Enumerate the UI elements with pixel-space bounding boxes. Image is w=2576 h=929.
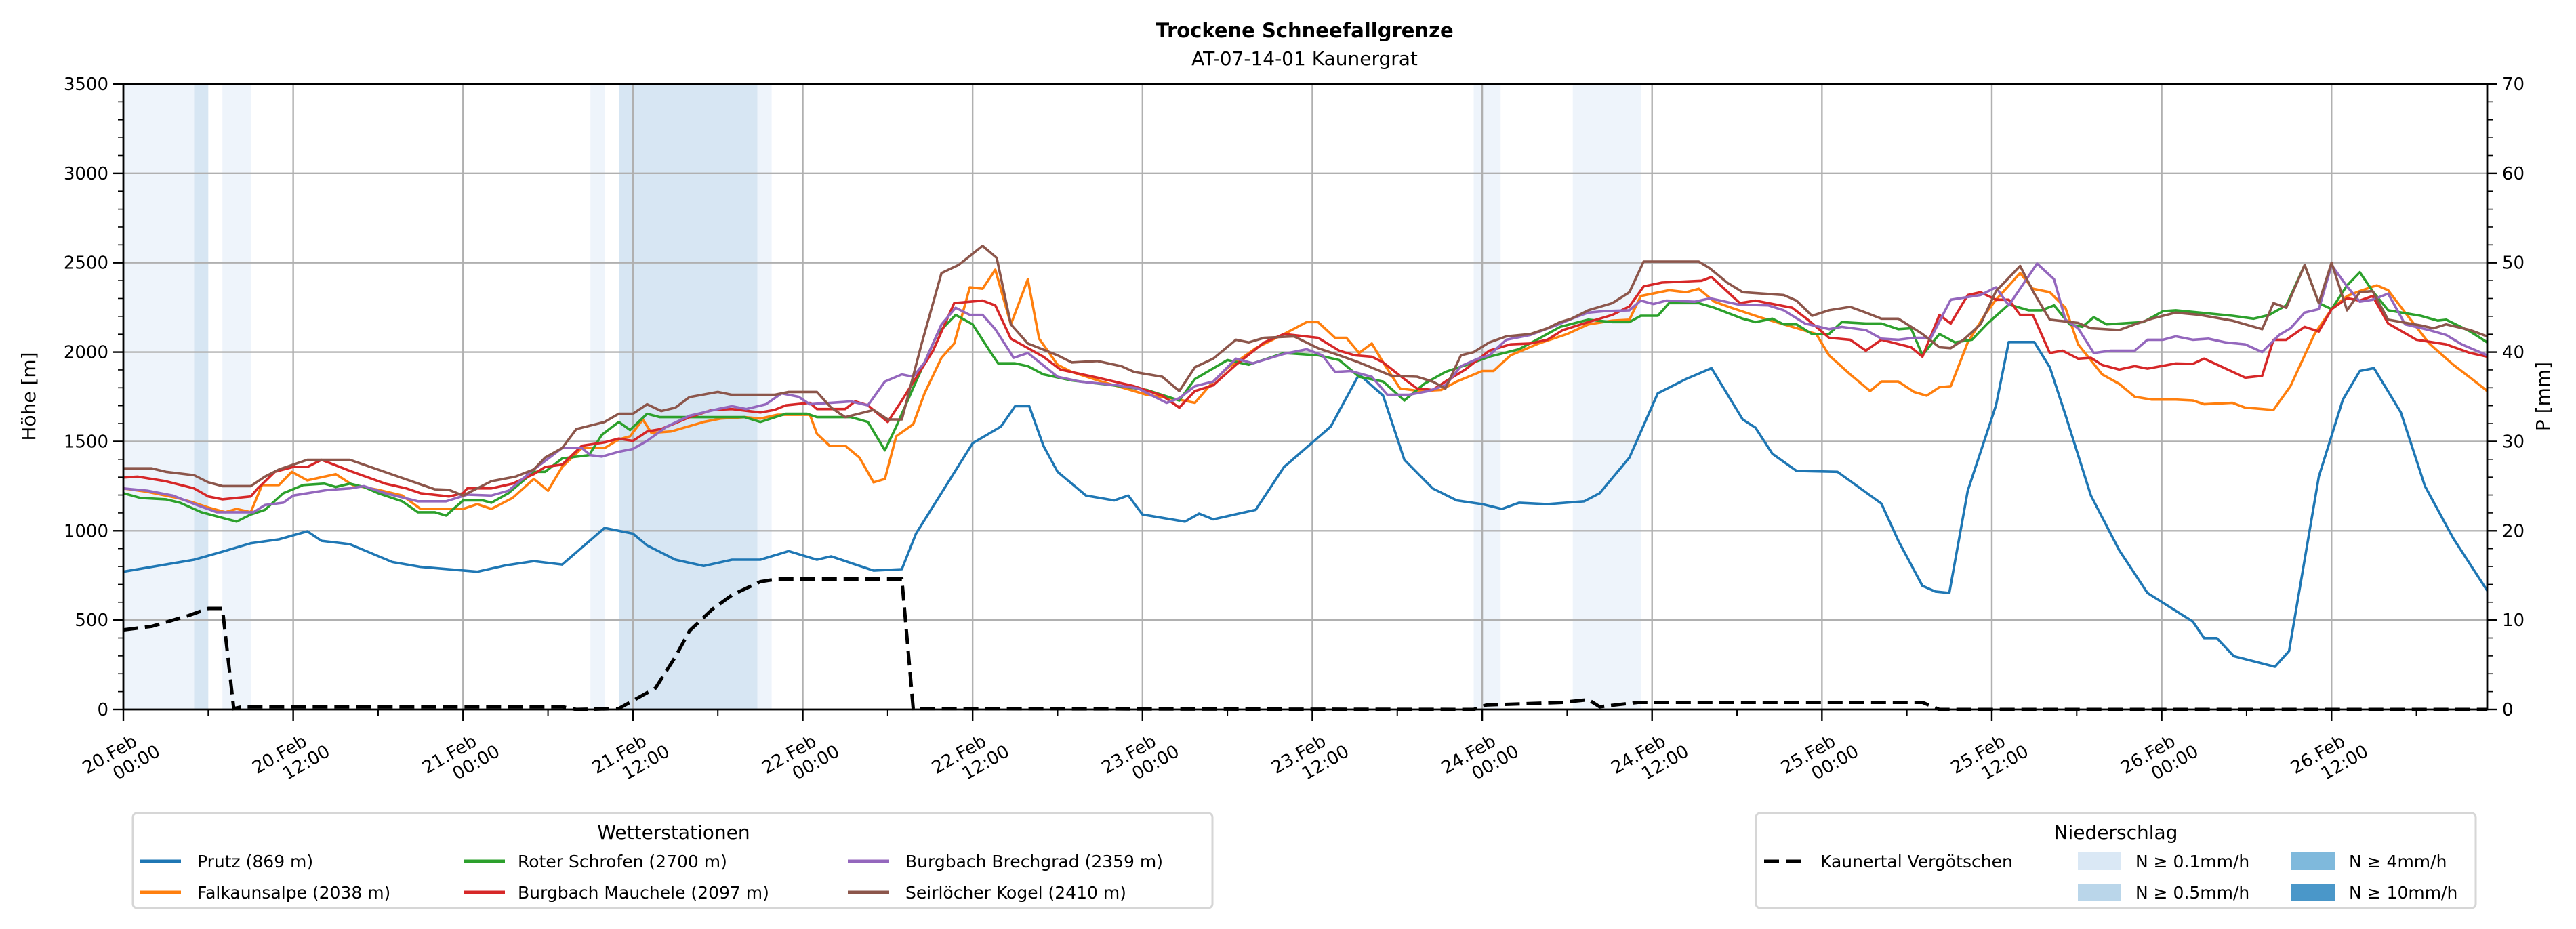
plot-frame — [122, 83, 2489, 711]
x-tick-label: 24.Feb00:00 — [1438, 724, 1523, 796]
legend-precip-swatch — [2291, 852, 2335, 870]
legend-precip-title: Niederschlag — [2054, 821, 2178, 844]
y-tick-label: 3500 — [64, 75, 108, 95]
x-tick-label: 21.Feb00:00 — [419, 724, 504, 796]
x-tick-label: 25.Feb00:00 — [1778, 724, 1862, 796]
station-lines — [123, 245, 2489, 711]
precip-band — [123, 84, 195, 709]
legend-precip-label: N ≥ 0.5mm/h — [2135, 883, 2249, 903]
legend-precip-swatch — [2291, 884, 2335, 901]
legend-precip: Niederschlag Kaunertal Vergötschen N ≥ 0… — [1755, 812, 2477, 909]
legend-label: Seirlöcher Kogel (2410 m) — [905, 883, 1126, 903]
y2-tick-label: 70 — [2502, 75, 2524, 95]
legend-label: Burgbach Brechgrad (2359 m) — [905, 852, 1163, 871]
y-axis-label: Höhe [m] — [18, 352, 40, 440]
x-tick-label: 26.Feb12:00 — [2287, 724, 2372, 796]
x-tick-label: 23.Feb12:00 — [1268, 724, 1353, 796]
x-tick-label: 22.Feb00:00 — [758, 724, 843, 796]
x-tick-label: 20.Feb00:00 — [79, 724, 164, 796]
x-tick-label: 21.Feb12:00 — [589, 724, 674, 796]
x-tick-label: 20.Feb12:00 — [249, 724, 333, 796]
legend-precip-swatch — [2078, 884, 2121, 901]
legend-stations-title: Wetterstationen — [597, 821, 750, 844]
y-tick-label: 500 — [75, 611, 108, 631]
series-line-6 — [123, 245, 2488, 497]
y-tick-label: 2500 — [64, 253, 108, 274]
legend-precip-series-label: Kaunertal Vergötschen — [1820, 852, 2013, 871]
y-tick-label: 1000 — [64, 521, 108, 541]
y2-tick-label: 30 — [2502, 432, 2524, 452]
precip-band — [1473, 84, 1501, 709]
y-tick-label: 1500 — [64, 432, 108, 452]
precip-cumulative-line — [123, 577, 2487, 711]
axes: 20.Feb00:00 20.Feb12:00 21.Feb00:00 21.Feb1… — [64, 75, 2524, 796]
precip-band — [757, 84, 772, 709]
precip-band — [590, 84, 605, 709]
x-tick-label: 22.Feb12:00 — [928, 724, 1013, 796]
y2-tick-label: 0 — [2502, 700, 2514, 720]
x-tick-label: 24.Feb12:00 — [1608, 724, 1693, 796]
series-line-3 — [123, 264, 2488, 523]
series-line-4 — [123, 276, 2488, 501]
y2-tick-label: 50 — [2502, 253, 2524, 274]
chart-title: Trockene Schneefallgrenze — [1156, 19, 1453, 42]
legend-label: Roter Schrofen (2700 m) — [518, 852, 727, 871]
legend-precip-label: N ≥ 0.1mm/h — [2135, 852, 2249, 871]
precip-band — [222, 84, 251, 709]
legend-precip-label: N ≥ 4mm/h — [2349, 852, 2447, 871]
x-tick-label: 25.Feb12:00 — [1948, 724, 2032, 796]
y2-tick-label: 60 — [2502, 164, 2524, 184]
legend-label: Prutz (869 m) — [197, 852, 313, 871]
legend-precip-label: N ≥ 10mm/h — [2349, 883, 2457, 903]
x-tick-label: 23.Feb00:00 — [1099, 724, 1183, 796]
series-line-2 — [123, 268, 2489, 514]
legend-precip-swatch — [2078, 852, 2121, 870]
series-line-1 — [123, 341, 2489, 668]
precip-bands — [123, 84, 1641, 709]
precip-band — [1572, 84, 1641, 709]
precip-band — [194, 84, 209, 709]
y2-tick-label: 10 — [2502, 611, 2524, 631]
y-tick-label: 0 — [97, 700, 108, 720]
legend-label: Falkaunsalpe (2038 m) — [197, 883, 390, 903]
legend-label: Burgbach Mauchele (2097 m) — [518, 883, 769, 903]
legend-stations: Wetterstationen Prutz (869 m) Falkaunsalp… — [131, 812, 1214, 909]
series-line-5 — [123, 262, 2488, 514]
y-tick-label: 3000 — [64, 164, 108, 184]
y2-tick-label: 20 — [2502, 521, 2524, 541]
y-tick-label: 2000 — [64, 343, 108, 363]
x-tick-label: 26.Feb00:00 — [2117, 724, 2202, 796]
grid-lines — [122, 84, 2487, 709]
chart-subtitle: AT-07-14-01 Kaunergrat — [1191, 47, 1418, 70]
y2-axis-label: P [mm] — [2532, 362, 2554, 431]
y2-tick-label: 40 — [2502, 343, 2524, 363]
